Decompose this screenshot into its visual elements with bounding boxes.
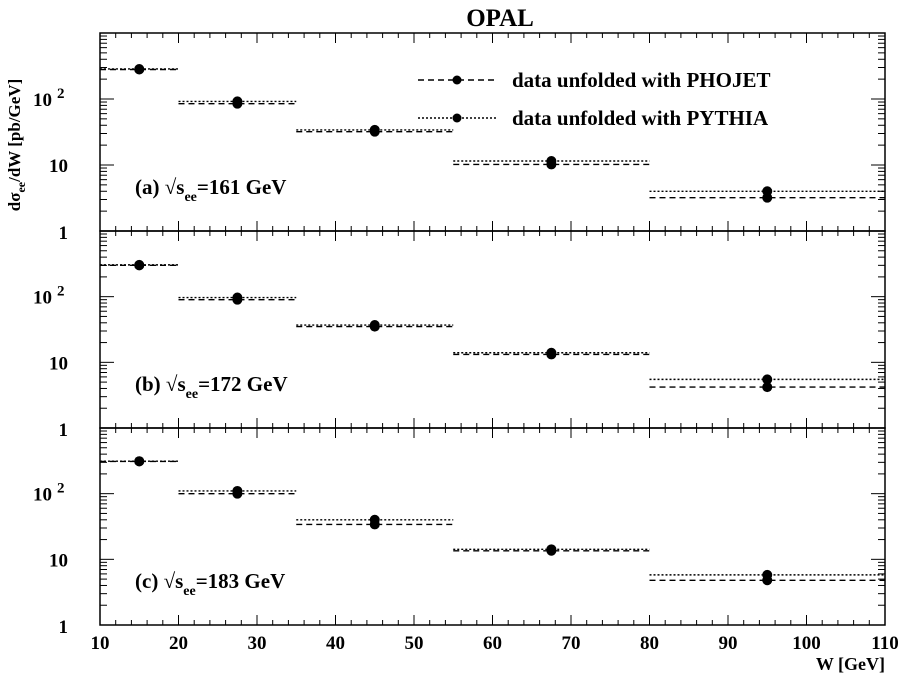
plot-frame xyxy=(99,230,886,429)
legend-marker xyxy=(452,75,462,85)
data-point xyxy=(369,514,380,525)
energy-subscript: ee xyxy=(184,190,196,205)
data-point xyxy=(546,347,557,358)
energy-symbol: s xyxy=(177,372,185,396)
y-tick-label: 1 xyxy=(59,420,69,441)
data-point xyxy=(232,292,243,303)
y-tick-label: 10 xyxy=(49,353,68,374)
y-tick-label: 10 xyxy=(33,288,52,309)
energy-value: =172 GeV xyxy=(198,372,288,396)
x-tick-label: 70 xyxy=(562,633,581,654)
energy-value: =161 GeV xyxy=(197,175,287,199)
sqrt-sign: √ xyxy=(165,175,177,199)
data-point xyxy=(134,63,145,74)
panel-tag: (b) xyxy=(135,372,166,396)
x-tick-label: 110 xyxy=(871,633,898,654)
panel-label: (a) √see=161 GeV xyxy=(135,175,286,205)
x-tick-label: 60 xyxy=(483,633,502,654)
energy-symbol: s xyxy=(175,569,183,593)
plot-frame xyxy=(99,427,886,626)
panel-tag: (a) xyxy=(135,175,165,199)
data-point xyxy=(232,485,243,496)
y-tick-label: 10 xyxy=(33,90,52,111)
panel-3: 1 10 10 2 (c) √see=183 GeV xyxy=(33,427,886,638)
sqrt-sign: √ xyxy=(166,372,178,396)
panel-label: (b) √see=172 GeV xyxy=(135,372,288,402)
panel-tag: (c) xyxy=(135,569,164,593)
panel-1: 1 10 10 2 (a) √see=161 GeV xyxy=(33,32,886,244)
legend-label: data unfolded with PYTHIA xyxy=(512,106,769,130)
legend-label: data unfolded with PHOJET xyxy=(512,68,770,92)
data-point xyxy=(369,124,380,135)
legend-marker xyxy=(452,113,462,123)
x-tick-label: 80 xyxy=(640,633,659,654)
chart-title: OPAL xyxy=(466,5,534,32)
y-tick-label: 10 xyxy=(33,485,52,506)
x-axis-label: W [GeV] xyxy=(816,654,885,674)
x-tick-label: 100 xyxy=(792,633,821,654)
energy-symbol: s xyxy=(176,175,184,199)
energy-value: =183 GeV xyxy=(196,569,286,593)
panel-label: (c) √see=183 GeV xyxy=(135,569,285,599)
data-point xyxy=(762,569,773,580)
data-point xyxy=(369,320,380,331)
data-point xyxy=(134,456,145,467)
data-point xyxy=(762,186,773,197)
energy-subscript: ee xyxy=(186,387,198,402)
y-tick-label: 1 xyxy=(59,223,69,244)
y-label-main: dσ xyxy=(5,192,24,211)
x-tick-label: 20 xyxy=(169,633,188,654)
x-tick-label: 30 xyxy=(248,633,267,654)
data-point xyxy=(546,155,557,166)
sqrt-sign: √ xyxy=(164,569,176,593)
y-tick-label-exponent: 2 xyxy=(57,284,65,300)
legend: data unfolded with PHOJET data unfolded w… xyxy=(418,68,770,130)
y-tick-label-exponent: 2 xyxy=(57,481,65,497)
y-label-rest: /dW [pb/GeV] xyxy=(5,79,24,183)
data-point xyxy=(762,382,773,393)
x-tick-label: 90 xyxy=(719,633,738,654)
data-point xyxy=(762,374,773,385)
y-tick-label-exponent: 2 xyxy=(57,86,65,102)
x-tick-label: 10 xyxy=(91,633,110,654)
data-point xyxy=(134,259,145,270)
y-tick-label: 10 xyxy=(49,550,68,571)
panel-2: 1 10 10 2 (b) √see=172 GeV xyxy=(33,230,886,441)
energy-subscript: ee xyxy=(183,584,195,599)
x-tick-label: 50 xyxy=(405,633,424,654)
y-label-sub: ee xyxy=(14,181,28,192)
svg-text:dσee/dW [pb/GeV]: dσee/dW [pb/GeV] xyxy=(5,79,28,211)
y-tick-label: 10 xyxy=(49,156,68,177)
x-tick-label: 40 xyxy=(326,633,345,654)
data-point xyxy=(546,544,557,555)
data-point xyxy=(232,96,243,107)
y-axis-label: dσee/dW [pb/GeV] xyxy=(5,79,28,211)
y-tick-label: 1 xyxy=(59,617,69,638)
